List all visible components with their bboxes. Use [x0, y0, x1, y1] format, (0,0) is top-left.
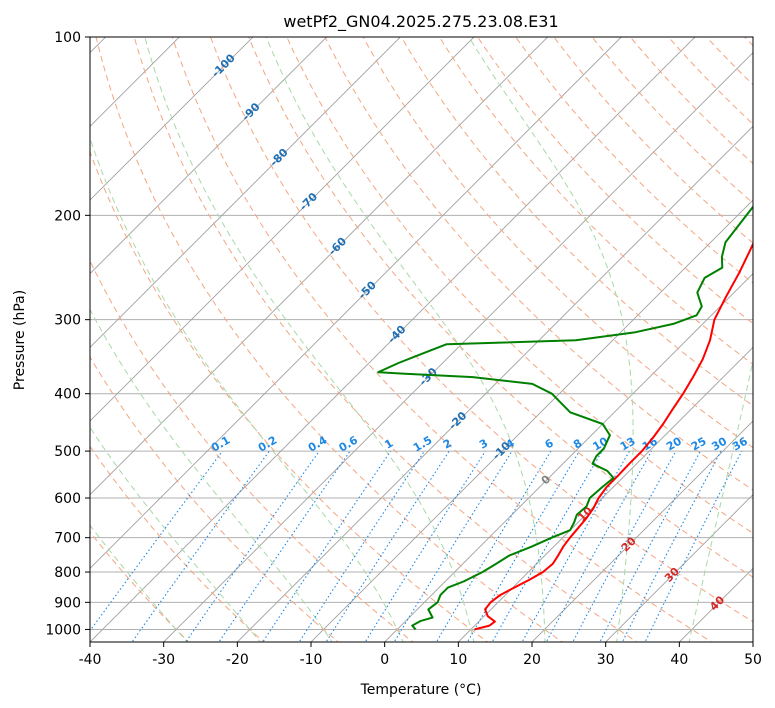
isotherm-line [90, 37, 401, 348]
background-lines [90, 37, 753, 642]
profile-lines [377, 205, 753, 631]
y-tick-label: 500 [54, 444, 81, 460]
mixing-ratio-line [90, 450, 223, 632]
mixing-ratio-line [185, 450, 320, 642]
mixing-ratio-line [466, 450, 580, 642]
dry-adiabat [133, 37, 638, 642]
y-axis-title: Pressure (hPa) [12, 290, 28, 390]
isotherm-line [457, 346, 753, 642]
dry-adiabat [90, 356, 340, 642]
x-tick-label: 30 [597, 652, 615, 668]
dry-adiabat [90, 259, 414, 642]
y-tick-label: 900 [54, 595, 81, 611]
x-tick-label: -40 [79, 652, 102, 668]
x-tick-label: 40 [670, 652, 688, 668]
y-tick-label: 300 [54, 313, 81, 329]
x-tick-label: -20 [226, 652, 249, 668]
isotherm-line [90, 37, 180, 127]
moist-adiabat [265, 37, 546, 642]
x-tick-label: -30 [152, 652, 175, 668]
moist-adiabat [468, 37, 634, 642]
isotherm-line [90, 37, 622, 569]
y-tick-label: 700 [54, 531, 81, 547]
chart-title: wetPf2_GN04.2025.275.23.08.E31 [283, 12, 558, 32]
axes: -40 -30 -20 -10 0 10 20 30 40 50 100 200 300 400 500 60… [45, 30, 762, 668]
y-tick-label: 800 [54, 565, 81, 581]
x-tick-label: 50 [744, 652, 762, 668]
moist-adiabat [90, 426, 261, 642]
isotherm-line [236, 125, 753, 642]
mixing-ratio-line [218, 450, 351, 642]
x-tick-label: 0 [380, 652, 389, 668]
moist-adiabat [90, 136, 404, 642]
isotherm-line [384, 273, 753, 642]
dry-adiabat [95, 37, 564, 642]
isotherm-line [531, 420, 753, 642]
plot-frame [89, 36, 754, 643]
isotherm-line [90, 37, 696, 642]
dewpoint-profile-line [377, 205, 753, 631]
mixing-ratio-line [298, 450, 425, 642]
y-tick-label: 200 [54, 208, 81, 224]
y-tick-label: 100 [54, 30, 81, 46]
isotherm-line [163, 52, 753, 642]
x-tick-label: 20 [523, 652, 541, 668]
dry-adiabat [90, 445, 265, 642]
isotherm-line [310, 199, 753, 642]
mixing-ratio-line [325, 450, 450, 642]
dry-adiabat [90, 150, 489, 642]
x-tick-label: 10 [449, 652, 467, 668]
mixing-ratio-line [393, 450, 513, 642]
isotherm-line [90, 37, 254, 201]
y-tick-label: 1000 [45, 622, 81, 638]
moist-adiabat [688, 358, 753, 642]
isotherm-line [605, 494, 753, 642]
moist-adiabat [90, 524, 188, 642]
isotherm-line [90, 37, 475, 422]
isotherm-line [90, 37, 328, 275]
moist-adiabat [90, 308, 333, 642]
y-tick-label: 400 [54, 387, 81, 403]
mixing-ratio-line [599, 450, 701, 642]
mixing-ratio-line [131, 450, 270, 642]
y-tick-label: 600 [54, 491, 81, 507]
isotherm-line [90, 37, 549, 496]
mixing-ratio-line [262, 450, 392, 642]
x-tick-label: -10 [300, 652, 323, 668]
dry-adiabat [209, 37, 753, 623]
dry-adiabat [515, 37, 753, 284]
mixing-ratio-line [572, 450, 677, 642]
mixing-ratio-line [621, 450, 722, 642]
x-axis-title: Temperature (°C) [360, 682, 482, 698]
temperature-profile-line [474, 241, 753, 631]
mixing-ratio-line [364, 450, 486, 642]
moist-adiabat [144, 37, 475, 642]
